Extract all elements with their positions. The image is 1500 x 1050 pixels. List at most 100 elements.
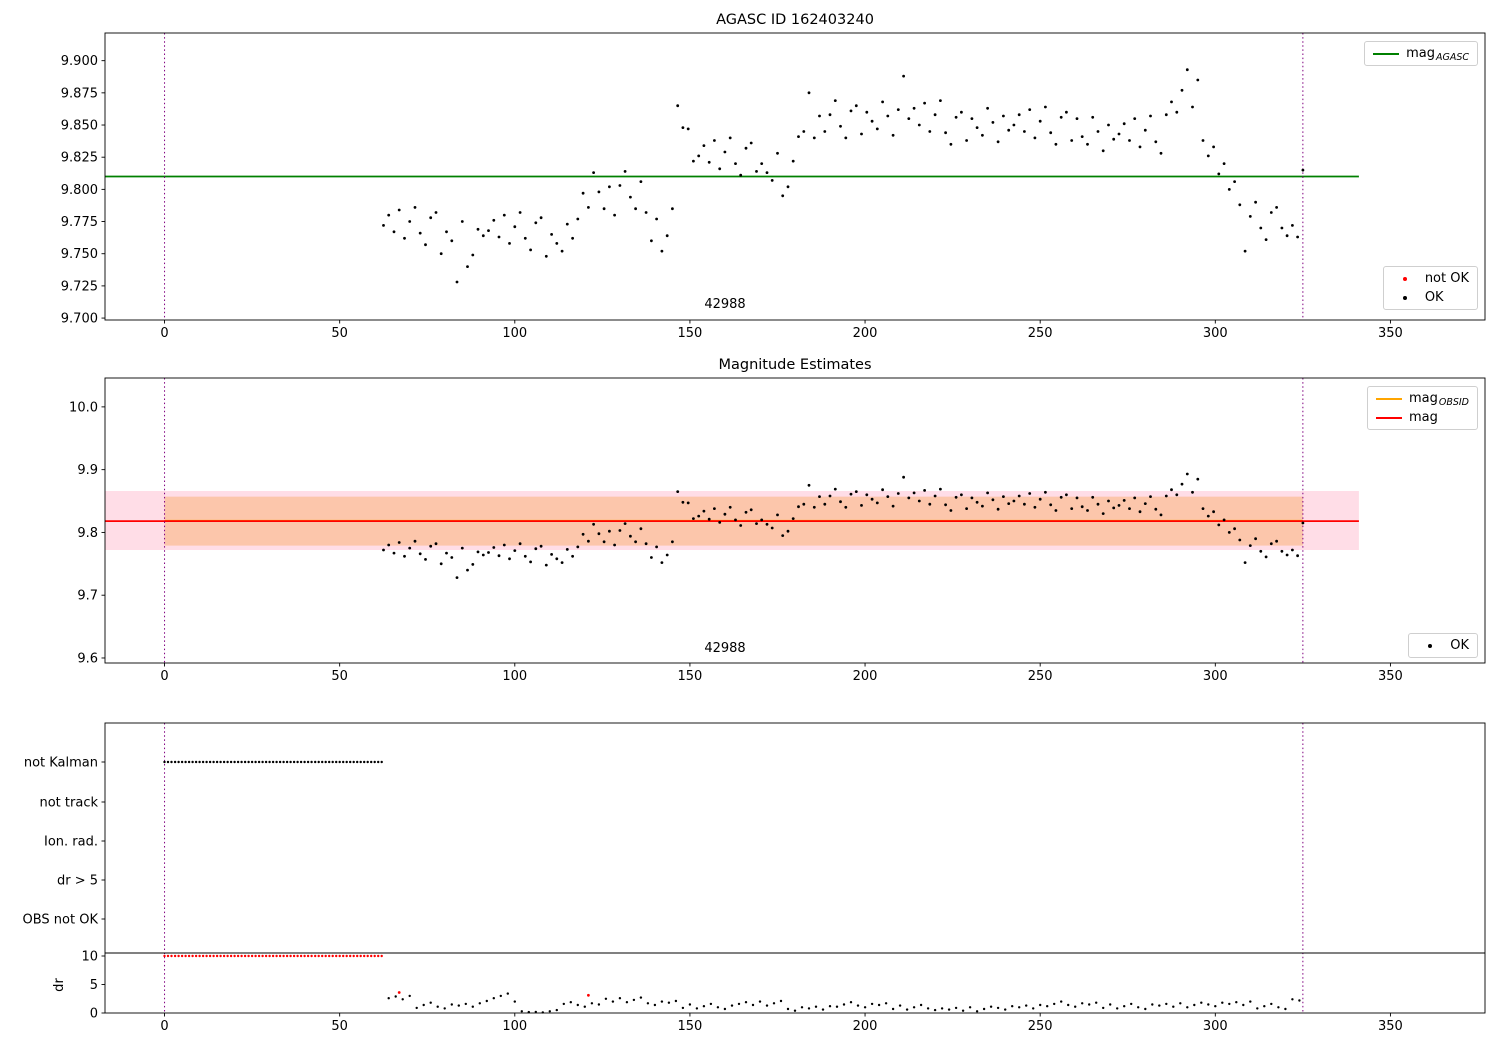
data-point [671,207,674,211]
y-tick-label: 9.700 [61,312,98,327]
data-point [1067,1003,1070,1007]
dr-capped-point [177,954,180,958]
data-point [1212,145,1215,149]
data-point [891,1007,895,1011]
not-kalman-point [257,760,261,764]
data-point [471,1005,474,1008]
x-tick-label: 350 [1378,326,1403,341]
plot1-spine [104,32,1486,321]
data-point [770,526,774,530]
data-point [571,236,574,240]
data-point [865,493,869,497]
data-point [1233,527,1236,531]
data-point [487,229,490,233]
data-point [713,139,716,142]
ok-marker-icon [1402,295,1407,300]
dr-capped-point [321,954,324,958]
not-kalman-point [377,760,380,764]
data-point [613,543,616,547]
data-point [739,173,743,177]
data-point [744,510,748,514]
data-point [1159,151,1163,155]
dr-capped-point [356,954,359,958]
data-point [718,167,722,171]
data-point [1217,172,1221,176]
data-point [560,249,564,253]
data-point [1025,1004,1028,1007]
plot2-ok-points [382,472,1305,579]
data-point [534,1010,537,1014]
not-kalman-point [282,760,285,764]
legend-item-ok-2: OK [1417,638,1469,653]
data-point [539,216,543,220]
data-point [518,211,522,214]
legend-label-mag-agasc: magAGASC [1406,46,1469,63]
data-point [1170,488,1173,492]
data-point [422,1003,425,1007]
data-point [424,558,427,561]
data-point [608,529,611,533]
data-point [797,505,800,509]
not-kalman-point [187,760,191,764]
data-point [455,280,459,284]
data-point [1222,162,1226,166]
data-point [1130,1002,1133,1006]
data-point [996,1006,1000,1010]
data-point [737,1002,741,1006]
data-point [443,1007,446,1010]
plot3-y-axis: not Kalman not track Ion. rad. dr > 5 OBS no… [23,756,105,1022]
data-point [492,218,496,222]
plot1-vlines [164,33,1304,320]
dr-capped-point [229,954,233,958]
not-kalman-point [317,760,320,764]
dr-capped-point [215,954,219,958]
data-point [961,1009,965,1012]
data-point [597,532,601,536]
data-point [1128,139,1131,142]
data-point [933,113,937,117]
data-point [1264,238,1268,242]
data-point [1296,235,1299,239]
data-point [986,106,989,110]
data-point [1196,477,1200,481]
data-point [513,549,517,552]
data-point [923,101,926,105]
data-point [639,180,643,184]
dr-capped-point [278,954,282,958]
data-point [1280,226,1284,230]
dr-capped-point [317,954,320,958]
data-point [476,550,480,554]
data-point [1206,154,1210,158]
data-point [1138,510,1142,514]
data-point [1259,226,1263,230]
data-point [571,554,574,558]
data-point [686,127,690,131]
not-kalman-point [201,760,205,764]
data-point [1298,999,1301,1002]
not-kalman-point [180,760,184,764]
not-kalman-point [229,760,233,764]
data-point [734,518,737,522]
not-kalman-point [380,760,383,764]
dr-capped-point [303,954,306,958]
data-point [1185,472,1189,476]
data-point [1044,490,1047,494]
data-point [905,1008,909,1011]
data-point [1149,495,1152,498]
data-point [1117,132,1121,136]
data-point [1004,1008,1007,1011]
data-point [1291,548,1294,552]
data-point [797,135,800,139]
data-point [560,561,564,564]
dr-capped-point [205,954,208,958]
not-kalman-point [198,760,201,764]
data-point [1291,224,1294,227]
data-point [1075,117,1079,120]
x-tick-label: 0 [160,1019,168,1034]
data-point [1053,1002,1056,1006]
not-kalman-point [335,760,338,764]
plot3-spine [104,722,1486,1014]
x-tick-label: 100 [502,669,527,684]
not-kalman-point [240,760,243,764]
not-kalman-point [208,760,212,764]
